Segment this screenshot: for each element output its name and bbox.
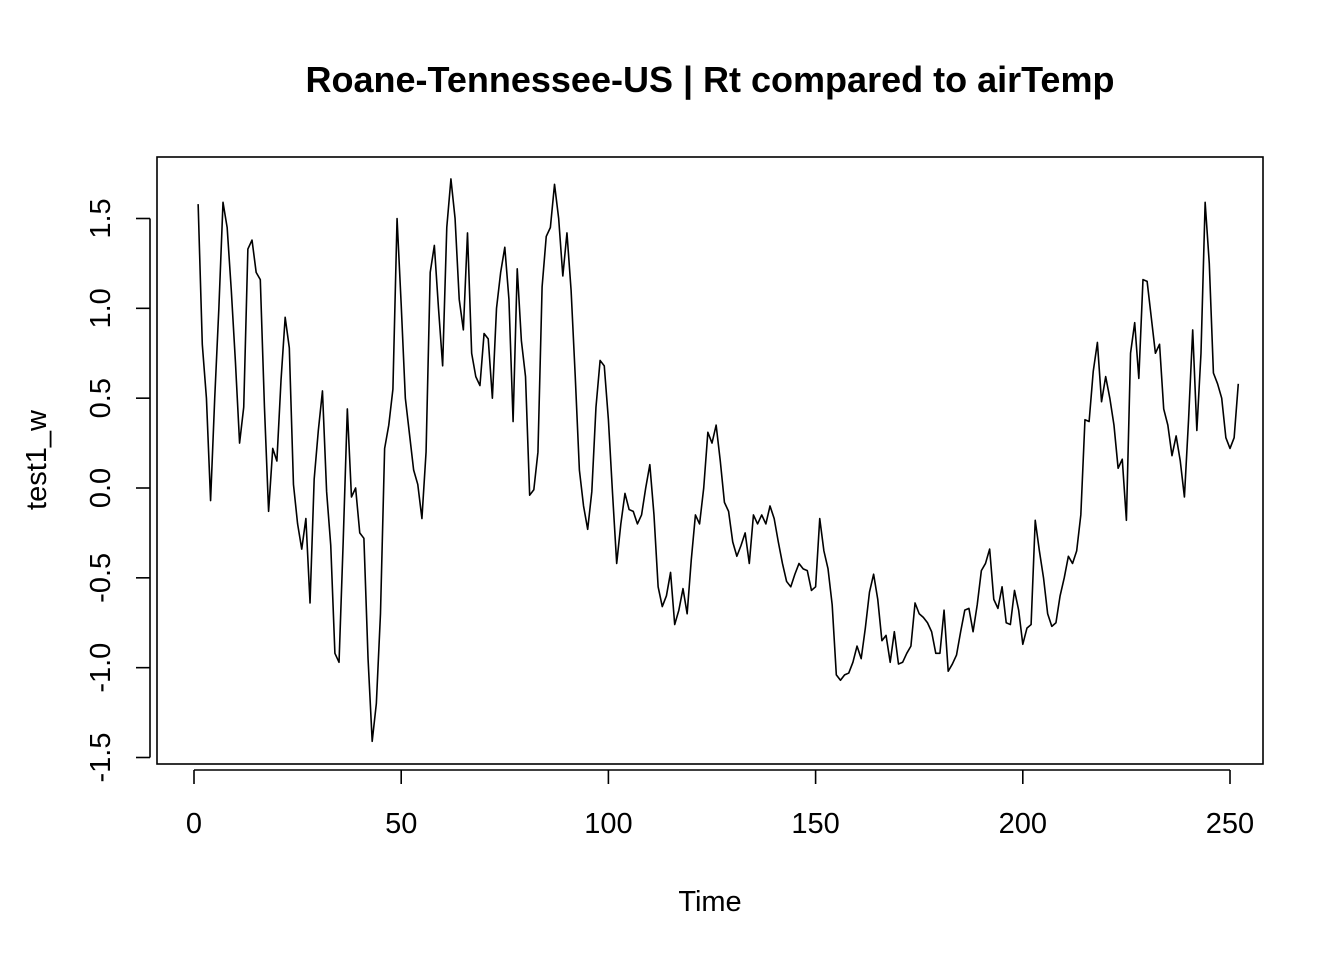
chart-title: Roane-Tennessee-US | Rt compared to airT… [306, 59, 1115, 101]
x-tick-label: 50 [385, 808, 417, 840]
x-axis-label: Time [678, 886, 741, 918]
x-tick-label: 0 [186, 808, 202, 840]
y-axis-label: test1_w [21, 409, 53, 510]
x-axis: 0 50 100 150 200 250 [186, 769, 1254, 840]
y-tick-label: 0.0 [85, 468, 117, 508]
y-tick-label: 0.5 [85, 378, 117, 418]
x-tick-label: 100 [584, 808, 632, 840]
x-tick-label: 200 [999, 808, 1047, 840]
y-tick-label: -0.5 [85, 553, 117, 603]
series-line [197, 178, 1240, 743]
y-tick-label: -1.5 [85, 733, 117, 783]
y-axis: -1.5 -1.0 -0.5 0.0 0.5 1.0 1.5 [85, 198, 151, 783]
y-tick-label: -1.0 [85, 643, 117, 693]
plot-frame [156, 156, 1264, 765]
x-tick-label: 250 [1206, 808, 1254, 840]
y-tick-label: 1.5 [85, 198, 117, 238]
x-tick-label: 150 [791, 808, 839, 840]
y-tick-label: 1.0 [85, 288, 117, 328]
